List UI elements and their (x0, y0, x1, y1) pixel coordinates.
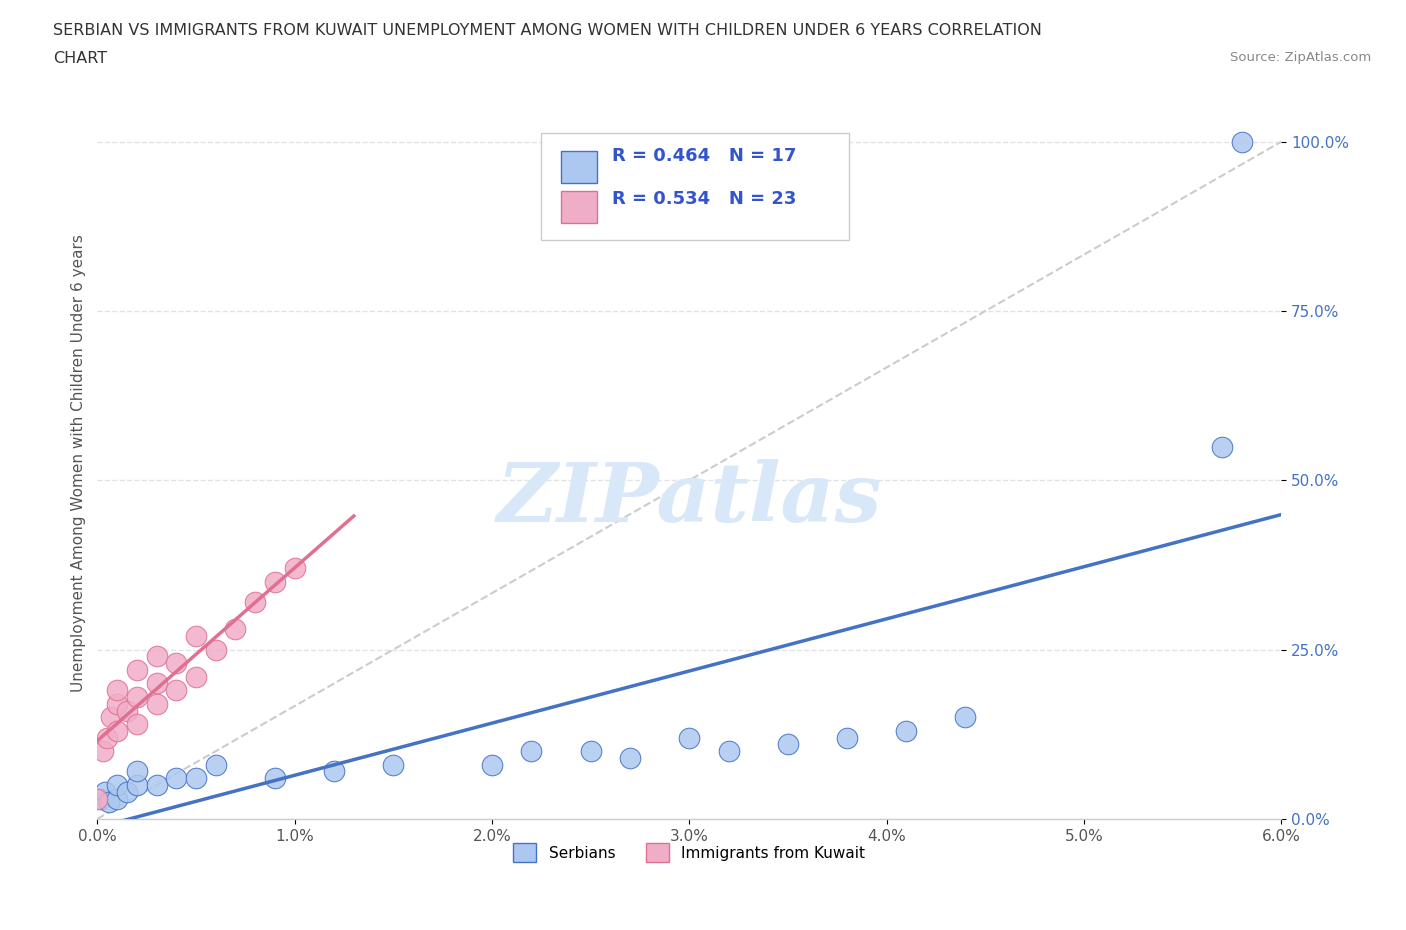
Point (105, 697, 128, 711)
Point (145, 777, 167, 792)
Point (619, 751, 641, 765)
Point (91, 744, 114, 759)
Point (125, 689, 148, 704)
Point (284, 561, 307, 576)
Text: ZIPatlas: ZIPatlas (496, 459, 882, 539)
Point (115, 703, 138, 718)
Point (382, 757, 405, 772)
Point (323, 764, 346, 779)
Point (98, 794, 121, 809)
Point (1230, 135, 1253, 150)
Point (955, 710, 977, 724)
Point (105, 724, 128, 738)
Point (184, 771, 207, 786)
Point (1211, 439, 1233, 454)
Point (165, 683, 187, 698)
Point (678, 730, 700, 745)
Point (145, 649, 167, 664)
Point (100, 710, 122, 724)
FancyBboxPatch shape (561, 151, 598, 182)
Point (481, 757, 503, 772)
Point (94, 784, 117, 799)
Point (165, 771, 187, 786)
Point (717, 744, 740, 759)
Point (125, 777, 148, 792)
Legend: Serbians, Immigrants from Kuwait: Serbians, Immigrants from Kuwait (508, 837, 872, 868)
FancyBboxPatch shape (561, 192, 598, 223)
Point (264, 575, 287, 590)
Point (125, 717, 148, 732)
Point (896, 724, 918, 738)
Point (90, 791, 112, 806)
Point (145, 676, 167, 691)
Point (520, 744, 543, 759)
Point (125, 662, 148, 677)
Point (204, 757, 226, 772)
Point (224, 622, 246, 637)
FancyBboxPatch shape (541, 133, 849, 240)
Point (105, 791, 128, 806)
Point (105, 777, 128, 792)
Point (835, 730, 858, 745)
Point (184, 670, 207, 684)
Text: R = 0.534   N = 23: R = 0.534 N = 23 (612, 190, 797, 208)
Point (145, 697, 167, 711)
Point (125, 764, 148, 779)
Point (243, 595, 266, 610)
Text: Source: ZipAtlas.com: Source: ZipAtlas.com (1230, 51, 1371, 64)
Point (165, 656, 187, 671)
Point (184, 629, 207, 644)
Text: R = 0.464   N = 17: R = 0.464 N = 17 (612, 147, 797, 166)
Y-axis label: Unemployment Among Women with Children Under 6 years: Unemployment Among Women with Children U… (72, 234, 86, 692)
Point (776, 737, 799, 751)
Point (204, 642, 226, 657)
Point (86, 791, 108, 806)
Text: SERBIAN VS IMMIGRANTS FROM KUWAIT UNEMPLOYMENT AMONG WOMEN WITH CHILDREN UNDER 6: SERBIAN VS IMMIGRANTS FROM KUWAIT UNEMPL… (53, 23, 1042, 38)
Point (105, 683, 128, 698)
Point (264, 771, 287, 786)
Text: CHART: CHART (53, 51, 107, 66)
Point (115, 784, 138, 799)
Point (579, 744, 602, 759)
Point (96, 730, 118, 745)
